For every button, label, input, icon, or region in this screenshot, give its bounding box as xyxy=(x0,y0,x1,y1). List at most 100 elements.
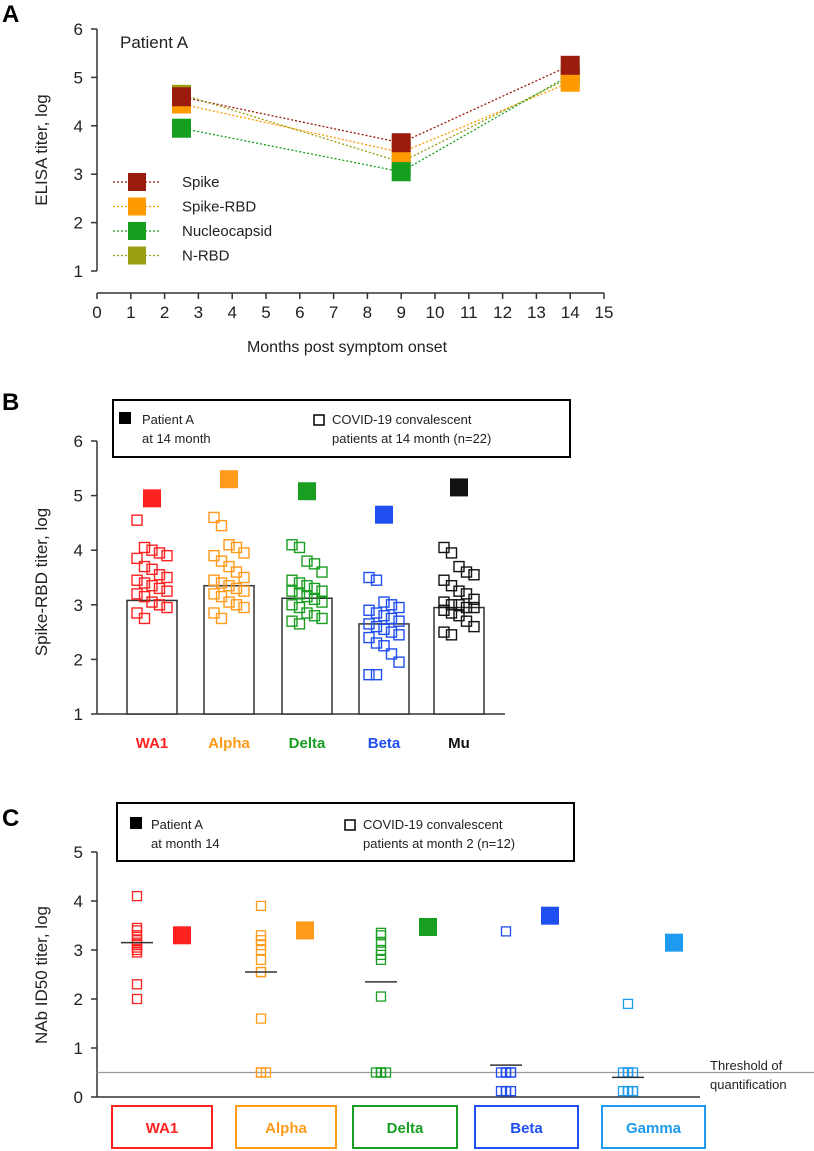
panel-b-convalescent-point xyxy=(316,585,328,597)
panel-b-convalescent-point xyxy=(438,604,450,616)
panel-b-convalescent-point xyxy=(393,656,405,668)
panel-a-letter: A xyxy=(2,1,19,28)
panel-b-convalescent-point xyxy=(146,579,158,592)
panel-a-y-axis-title: ELISA titer, log xyxy=(32,94,51,206)
panel-c-category-label: Beta xyxy=(510,1120,543,1137)
panel-a-y-tick-label: 4 xyxy=(74,117,83,136)
panel-c-convalescent-point xyxy=(500,1085,512,1097)
panel-a-x-axis-title: Months post symptom onset xyxy=(247,339,448,356)
panel-b-bar xyxy=(203,584,255,715)
panel-b-convalescent-point xyxy=(385,648,398,660)
panel-b-convalescent-point xyxy=(208,574,220,586)
panel-a-x-tick-label: 12 xyxy=(493,303,512,322)
panel-c-category-label: Alpha xyxy=(265,1120,307,1137)
panel-b-convalescent-point xyxy=(370,607,383,619)
panel-a-legend-marker xyxy=(128,173,146,191)
panel-b-convalescent-point xyxy=(138,560,151,573)
panel-c-category-labels: WA1 Alpha Delta Beta Gamma xyxy=(111,1105,706,1149)
panel-a-legend-label: Spike xyxy=(182,174,220,191)
panel-b-legend-filled-line2: at 14 month xyxy=(142,431,211,446)
panel-c-convalescent-point xyxy=(131,890,143,902)
panel-a-x-tick-label: 11 xyxy=(460,303,478,322)
panel-a-y-tick-label: 5 xyxy=(74,68,83,87)
panel-c: C Patient A at month 14 COVID-19 convale… xyxy=(2,802,814,1149)
panel-b-convalescent-point xyxy=(308,593,321,606)
panel-b-convalescent-point xyxy=(238,547,250,559)
panel-b-legend-filled-marker xyxy=(119,412,131,424)
panel-b-y-tick-label: 3 xyxy=(74,596,83,615)
panel-a-x-tick-label: 0 xyxy=(92,303,101,322)
panel-b-bars xyxy=(126,584,485,715)
panel-b-convalescent-point xyxy=(468,601,480,614)
panel-c-convalescent-point xyxy=(505,1067,517,1078)
panel-b-legend-filled-line1: Patient A xyxy=(142,412,194,427)
panel-c-category-label: Gamma xyxy=(626,1120,682,1137)
panel-c-legend-filled-line1: Patient A xyxy=(151,817,203,832)
panel-c-category-box xyxy=(474,1105,579,1149)
panel-b-convalescent-point xyxy=(286,539,298,551)
panel-a-data-point xyxy=(560,55,580,75)
panel-a-legend: Spike Spike-RBD Nucleocapsid N-RBD xyxy=(113,173,272,265)
panel-c-convalescent-point xyxy=(255,900,267,912)
panel-c-patient-a-point xyxy=(296,921,314,940)
panel-a-x-tick-label: 4 xyxy=(227,303,236,322)
panel-c-legend-open-line1: COVID-19 convalescent xyxy=(363,817,503,832)
panel-c-convalescent-point xyxy=(260,1067,272,1078)
panel-c-y-tick-label: 1 xyxy=(74,1039,83,1058)
panel-b-convalescent-point xyxy=(208,588,220,600)
panel-a-x-tick-label: 1 xyxy=(126,303,135,322)
panel-b-convalescent-point xyxy=(238,571,250,584)
panel-c-threshold: Threshold of quantification xyxy=(97,1058,814,1092)
panel-c-legend-open-marker xyxy=(344,819,356,831)
panel-c-y-axis-title: NAb ID50 titer, log xyxy=(32,906,51,1044)
panel-b-convalescent-point xyxy=(153,547,166,559)
panel-b-y-tick-label: 1 xyxy=(74,705,83,724)
panel-c-convalescent-point xyxy=(375,930,387,941)
panel-b-convalescent-point xyxy=(363,571,375,584)
panel-b-convalescent-point xyxy=(385,599,398,611)
panel-a-y-tick-label: 3 xyxy=(74,165,83,184)
panel-b-convalescent-point xyxy=(286,599,298,611)
panel-a-y-tick-label: 1 xyxy=(74,262,83,281)
panel-a: A Patient A ELISA titer, log Months post… xyxy=(2,1,613,356)
panel-b-convalescent-point xyxy=(370,574,383,586)
panel-c-y-tick-label: 5 xyxy=(74,843,83,862)
panel-b-patient-a-point xyxy=(375,505,393,524)
panel-b-convalescent-point xyxy=(363,618,375,630)
panel-c-convalescent-point xyxy=(131,979,143,990)
panel-a-x-tick-label: 10 xyxy=(426,303,445,322)
panel-b-convalescent-point xyxy=(370,668,383,681)
panel-a-series-lines xyxy=(181,64,571,173)
panel-a-legend-marker xyxy=(128,222,146,240)
panel-c-threshold-label-line2: quantification xyxy=(710,1077,787,1092)
panel-a-data-point xyxy=(172,118,191,138)
panel-b-convalescent-point xyxy=(301,607,313,619)
panel-c-category-label: Delta xyxy=(387,1120,424,1137)
panel-a-x-tick-label: 7 xyxy=(329,303,338,322)
panel-a-legend-label: Spike-RBD xyxy=(182,199,256,216)
panel-b-convalescent-point xyxy=(308,582,321,595)
panel-a-annotation: Patient A xyxy=(120,33,189,52)
panel-b-convalescent-point xyxy=(286,615,298,627)
panel-a-data-point xyxy=(391,162,411,182)
panel-b-convalescent-point xyxy=(453,585,465,597)
panel-c-letter: C xyxy=(2,805,19,832)
panel-b-convalescent-point xyxy=(385,626,398,638)
panel-c-patient-a-point xyxy=(419,917,437,936)
panel-b-convalescent-point xyxy=(161,601,173,614)
panel-b-convalescent-point xyxy=(468,620,480,633)
panel-c-y-tick-label: 2 xyxy=(74,990,83,1009)
panel-b-y-axis-title: Spike-RBD titer, log xyxy=(32,508,51,656)
panel-c-legend-open-line2: patients at month 2 (n=12) xyxy=(363,836,515,851)
panel-b-category-labels: WA1 Alpha Delta Beta Mu xyxy=(136,735,470,752)
panel-b-convalescent-point xyxy=(131,514,143,526)
panel-b-convalescent-point xyxy=(460,566,473,578)
panel-b-convalescent-point xyxy=(223,539,235,551)
panel-a-data-points xyxy=(172,55,580,182)
panel-a-x-tick-label: 2 xyxy=(160,303,169,322)
panel-b-convalescent-point xyxy=(453,599,465,611)
panel-b-convalescent-point xyxy=(208,511,220,524)
panel-b-category-label: Alpha xyxy=(208,735,250,752)
panel-b-convalescent-point xyxy=(215,519,228,532)
